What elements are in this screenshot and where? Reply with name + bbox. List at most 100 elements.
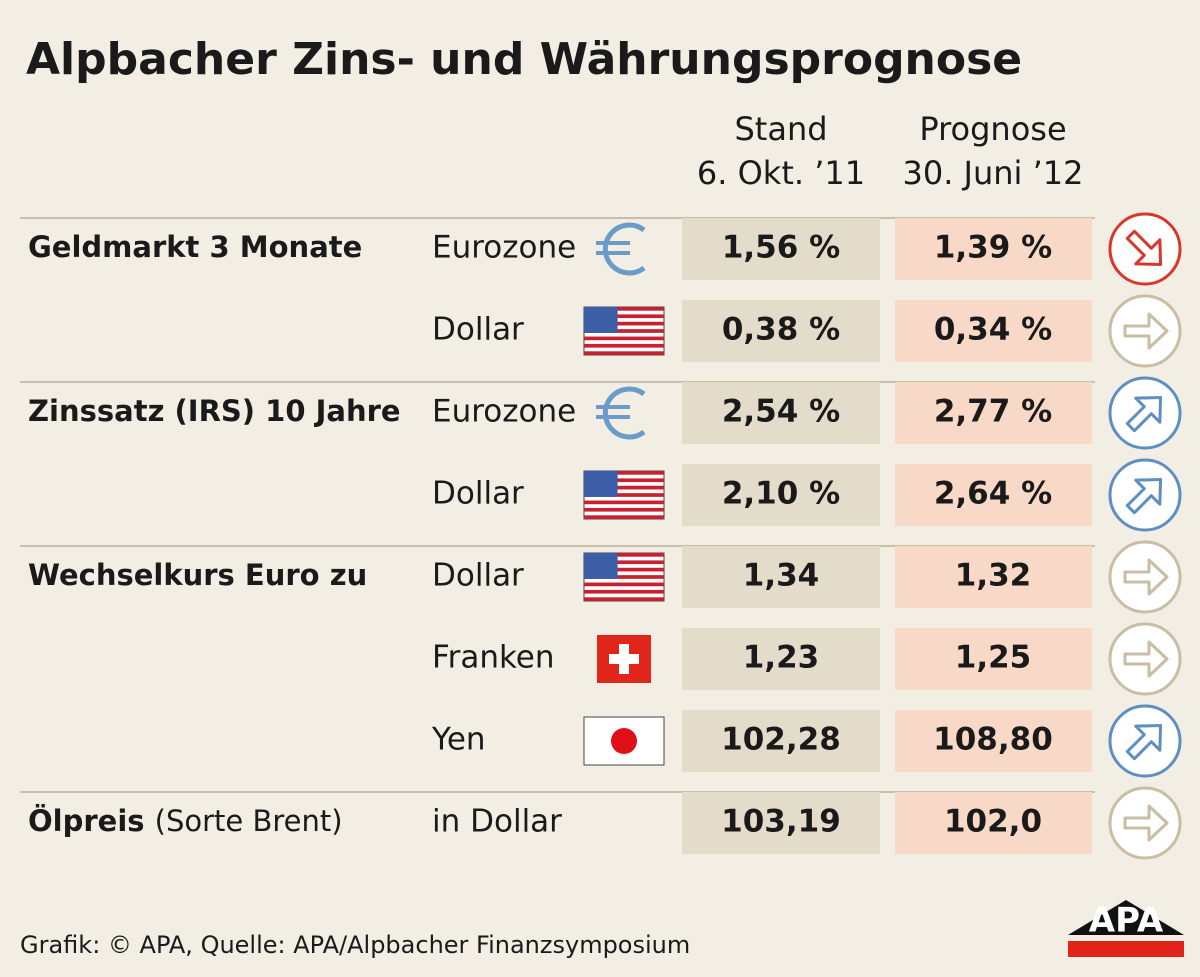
- prognose-cell: [895, 464, 1092, 526]
- flag-stripe: [584, 515, 664, 519]
- row-label: Dollar: [432, 476, 524, 512]
- arrow-shape: [1123, 312, 1169, 350]
- flag-stripe: [584, 567, 664, 572]
- flag-stripe: [584, 343, 664, 348]
- group-label: Geldmarkt 3 Monate: [28, 230, 362, 264]
- column-header: 30. Juni ’12: [902, 154, 1083, 192]
- prognose-cell: [895, 546, 1092, 608]
- stand-cell: [682, 464, 880, 526]
- flag-stripe: [584, 485, 664, 490]
- flag-stripe: [584, 329, 664, 333]
- arrow-ring: [1108, 704, 1182, 778]
- prognose-value: 2,77 %: [934, 394, 1052, 430]
- prognose-cell: [895, 710, 1092, 772]
- flag-stripe: [584, 589, 664, 594]
- row-label: Dollar: [432, 558, 524, 594]
- arrow-ring: [1108, 786, 1182, 860]
- flag-stripe: [584, 351, 664, 355]
- logo-bar: [1068, 941, 1184, 957]
- flag-stripe: [584, 560, 664, 565]
- flag-euro: [596, 222, 646, 276]
- flag-jp: [583, 716, 665, 766]
- euro-arc: [602, 222, 646, 276]
- stand-value: 103,19: [721, 804, 841, 840]
- flag-canton: [584, 307, 618, 333]
- prognose-cell: [895, 628, 1092, 690]
- prognose-cell: [895, 792, 1092, 854]
- arrow-ring: [1108, 458, 1182, 532]
- prognose-value: 1,25: [955, 640, 1032, 676]
- trend-arrow: [1108, 540, 1182, 614]
- arrow-shape: [1125, 395, 1163, 433]
- trend-arrow: [1108, 458, 1182, 532]
- trend-arrow: [1108, 294, 1182, 368]
- flag-stripe: [584, 582, 664, 587]
- group-label-text: Ölpreis: [28, 804, 145, 838]
- row-label: Franken: [432, 640, 555, 676]
- group-label: Ölpreis (Sorte Brent): [28, 804, 343, 838]
- row-label: Eurozone: [432, 230, 576, 266]
- prognose-value: 1,39 %: [934, 230, 1052, 266]
- flag-stripe: [584, 553, 664, 557]
- group-label: Zinssatz (IRS) 10 Jahre: [28, 394, 401, 428]
- arrow-ring: [1108, 540, 1182, 614]
- stand-cell: [682, 382, 880, 444]
- trend-arrow: [1108, 212, 1182, 286]
- arrow-shape: [1125, 477, 1163, 515]
- arrow-shape: [1125, 723, 1163, 761]
- stand-value: 1,34: [743, 558, 820, 594]
- arrow-ring: [1108, 212, 1182, 286]
- stand-value: 1,23: [743, 640, 820, 676]
- arrow-shape: [1123, 804, 1169, 842]
- euro-arc: [602, 386, 646, 440]
- group-label-text: Zinssatz (IRS) 10 Jahre: [28, 394, 401, 428]
- stand-cell: [682, 218, 880, 280]
- arrow-shape: [1123, 558, 1169, 596]
- flag-canton: [584, 471, 618, 497]
- arrow-ring: [1108, 622, 1182, 696]
- trend-arrow: [1108, 376, 1182, 450]
- group-label-note: (Sorte Brent): [155, 804, 343, 838]
- row-label: Yen: [431, 722, 486, 758]
- flag-stripe: [584, 307, 664, 311]
- group-label-text: Geldmarkt 3 Monate: [28, 230, 362, 264]
- flag-stripe: [584, 336, 664, 341]
- column-header: Stand: [734, 110, 827, 148]
- arrow-shape: [1123, 640, 1169, 678]
- row-label: in Dollar: [432, 804, 562, 840]
- stand-value: 0,38 %: [722, 312, 840, 348]
- column-header: Prognose: [919, 110, 1066, 148]
- group-label-text: Wechselkurs Euro zu: [28, 558, 367, 592]
- column-header: 6. Okt. ’11: [697, 154, 865, 192]
- flag-us: [583, 552, 665, 602]
- row-label: Eurozone: [432, 394, 576, 430]
- footer: Grafik: © APA, Quelle: APA/Alpbacher Fin…: [20, 931, 690, 959]
- prognose-value: 1,32: [955, 558, 1032, 594]
- arrow-ring: [1108, 294, 1182, 368]
- logo: APA: [1089, 901, 1164, 941]
- flag-stripe: [584, 500, 664, 505]
- prognose-cell: [895, 300, 1092, 362]
- flag-stripe: [584, 314, 664, 319]
- flag-stripe: [584, 507, 664, 512]
- trend-arrow: [1108, 622, 1182, 696]
- flag-stripe: [584, 478, 664, 483]
- trend-arrow: [1108, 786, 1182, 860]
- flag-us: [583, 306, 665, 356]
- flag-stripe: [584, 575, 664, 579]
- prognose-cell: [895, 218, 1092, 280]
- prognose-value: 108,80: [933, 722, 1053, 758]
- stand-cell: [682, 710, 880, 772]
- prognose-cell: [895, 382, 1092, 444]
- flag-canton: [584, 553, 618, 579]
- stand-value: 1,56 %: [722, 230, 840, 266]
- stand-cell: [682, 792, 880, 854]
- stand-value: 2,10 %: [722, 476, 840, 512]
- prognose-value: 2,64 %: [934, 476, 1052, 512]
- group-label: Wechselkurs Euro zu: [28, 558, 367, 592]
- stand-value: 2,54 %: [722, 394, 840, 430]
- flag-disc: [611, 728, 637, 754]
- stand-value: 102,28: [721, 722, 841, 758]
- arrow-ring: [1108, 376, 1182, 450]
